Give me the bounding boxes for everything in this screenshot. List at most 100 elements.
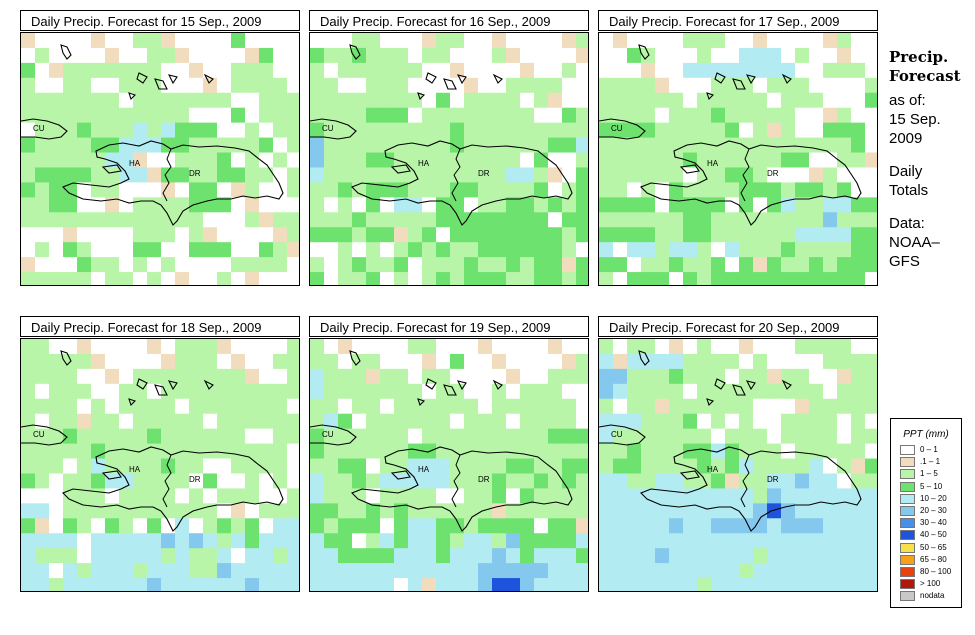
asof-date: 15 Sep. <box>889 111 941 128</box>
precip-cell <box>35 33 50 49</box>
precip-cell <box>49 533 64 549</box>
precip-cell <box>520 548 535 564</box>
precip-cell <box>408 152 423 169</box>
precip-cell <box>287 152 299 169</box>
precip-cell <box>576 257 588 273</box>
precip-cell <box>450 578 465 591</box>
precip-cell <box>245 182 260 198</box>
precip-cell <box>795 353 810 370</box>
precip-cell <box>287 413 299 430</box>
precip-cell <box>655 137 670 154</box>
precip-cell <box>35 368 50 385</box>
precip-cell <box>394 33 409 49</box>
precip-cell <box>394 488 409 504</box>
precip-cell <box>669 398 684 415</box>
precip-cell <box>520 92 535 109</box>
precip-cell <box>105 518 120 534</box>
precip-cell <box>464 197 479 213</box>
precip-cell <box>436 503 451 519</box>
precip-cell <box>259 33 274 49</box>
precip-cell <box>599 563 614 579</box>
precip-cell <box>576 503 588 519</box>
precip-cell <box>683 503 698 519</box>
precip-cell <box>422 272 437 285</box>
precip-cell <box>436 443 451 460</box>
precip-cell <box>287 443 299 460</box>
precip-cell <box>245 92 260 109</box>
precip-cell <box>324 488 339 504</box>
precip-cell <box>408 548 423 564</box>
island-coastline <box>443 78 457 90</box>
precip-cell <box>287 473 299 490</box>
precip-cell <box>217 563 232 579</box>
precip-cell <box>697 353 712 370</box>
precip-cell <box>77 563 92 579</box>
precip-cell <box>189 182 204 198</box>
precip-cell <box>133 473 148 490</box>
precip-cell <box>324 77 339 94</box>
precip-cell <box>231 548 246 564</box>
precip-cell <box>133 182 148 198</box>
precip-cell <box>548 33 563 49</box>
precip-cell <box>245 563 260 579</box>
island-coastline <box>732 78 746 90</box>
precip-cell <box>273 368 288 385</box>
precip-cell <box>133 107 148 124</box>
precip-cell <box>273 257 288 273</box>
precip-cell <box>259 92 274 109</box>
precip-cell <box>548 167 563 184</box>
precip-cell <box>245 368 260 385</box>
island-coastline <box>638 44 650 60</box>
precip-cell <box>711 92 726 109</box>
island-coastline <box>492 73 503 84</box>
precip-cell <box>823 503 838 519</box>
precip-cell <box>310 548 325 564</box>
precip-cell <box>217 242 232 258</box>
precip-cell <box>520 383 535 400</box>
precip-cell <box>175 458 190 475</box>
precip-cell <box>655 152 670 169</box>
precip-cell <box>753 242 768 258</box>
precip-cell <box>506 62 521 79</box>
precip-cell <box>655 272 670 285</box>
precip-cell <box>837 272 852 285</box>
precip-cell <box>105 152 120 169</box>
precip-cell <box>781 488 796 504</box>
precip-cell <box>851 227 866 243</box>
precip-cell <box>478 122 493 139</box>
precip-cell <box>478 47 493 64</box>
precip-cell <box>753 197 768 213</box>
precip-cell <box>478 443 493 460</box>
precip-cell <box>823 458 838 475</box>
precip-cell <box>394 563 409 579</box>
precip-cell <box>394 272 409 285</box>
precip-cell <box>273 353 288 370</box>
precip-cell <box>767 197 782 213</box>
precip-cell <box>408 62 423 79</box>
precip-cell <box>231 152 246 169</box>
precip-cell <box>366 182 381 198</box>
precip-cell <box>478 227 493 243</box>
precip-cell <box>641 137 656 154</box>
precip-cell <box>506 257 521 273</box>
precip-cell <box>641 518 656 534</box>
precip-cell <box>245 212 260 228</box>
precip-cell <box>767 152 782 169</box>
precip-cell <box>795 339 810 355</box>
country-label-cu: CU <box>33 430 45 439</box>
precip-cell <box>324 167 339 184</box>
precip-cell <box>105 428 120 445</box>
precip-cell <box>147 428 162 445</box>
precip-cell <box>352 503 367 519</box>
precip-cell <box>105 62 120 79</box>
precip-cell <box>273 398 288 415</box>
precip-cell <box>35 77 50 94</box>
precip-cell <box>49 272 64 285</box>
precip-cell <box>781 578 796 591</box>
precip-cell <box>175 533 190 549</box>
island-coastline <box>136 72 148 84</box>
precip-cell <box>147 212 162 228</box>
precip-cell <box>35 257 50 273</box>
precip-cell <box>492 398 507 415</box>
precip-cell <box>49 197 64 213</box>
